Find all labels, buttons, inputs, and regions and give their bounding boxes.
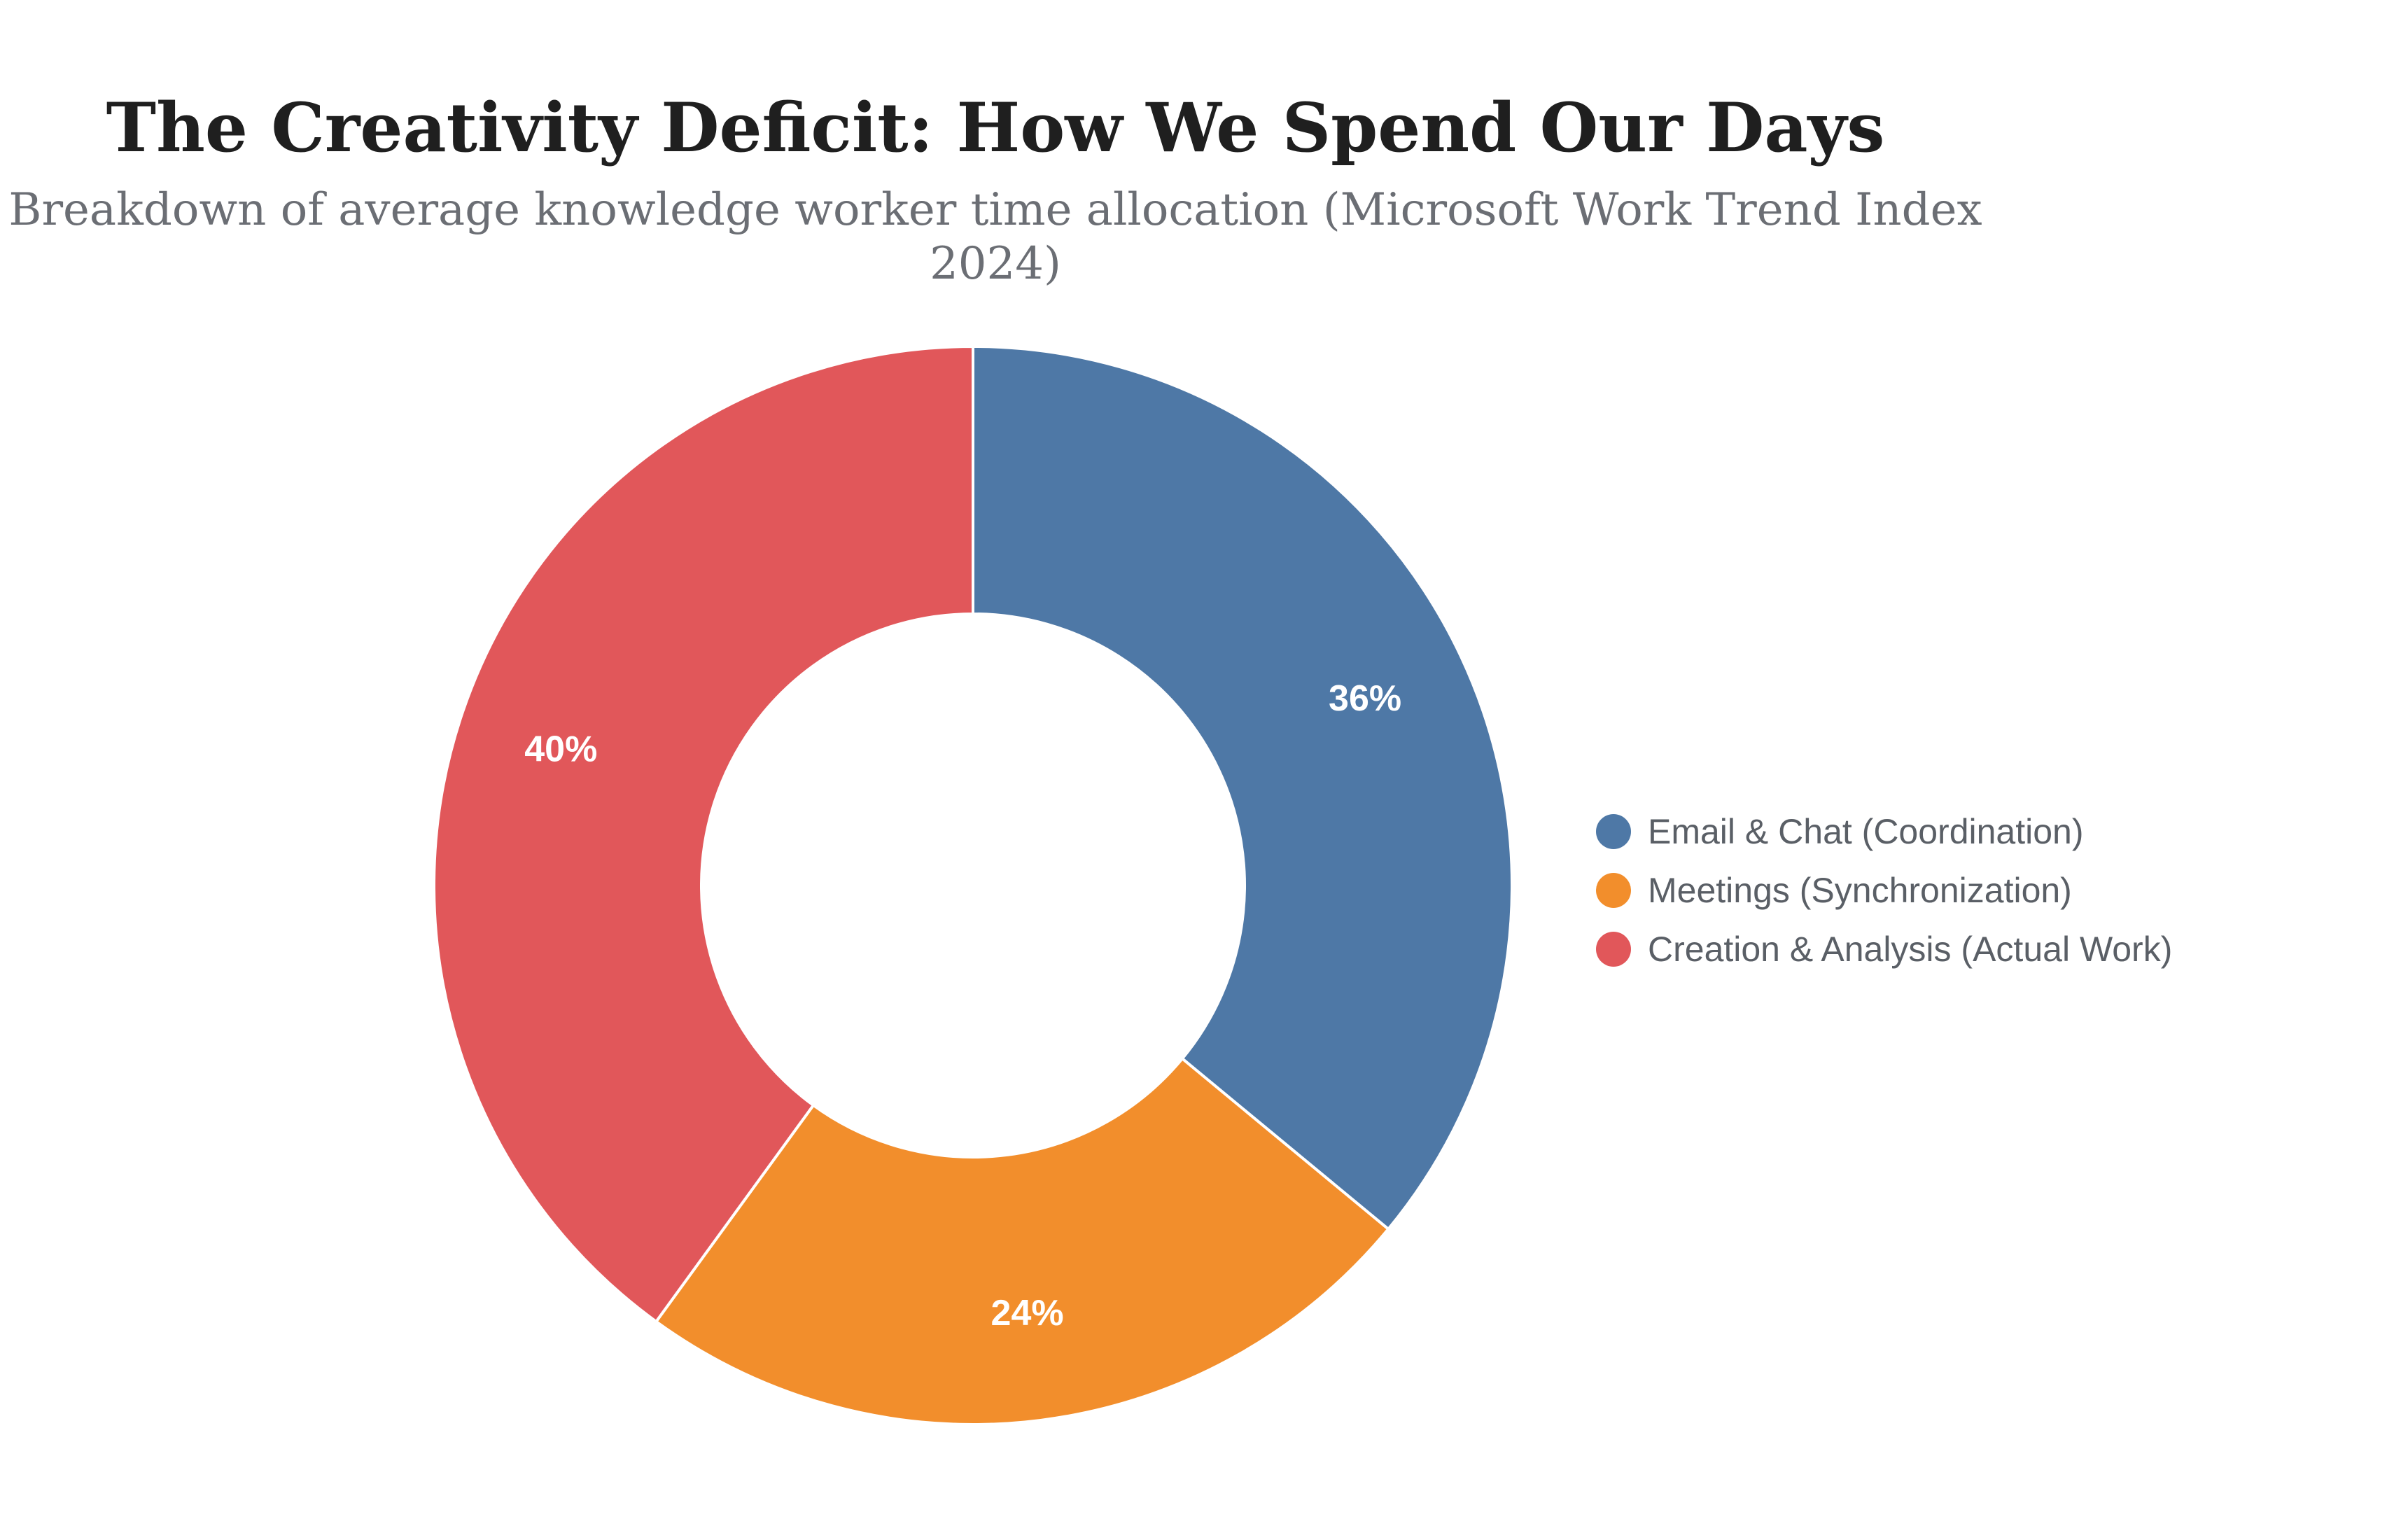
slice-value-label-1: 36% bbox=[1329, 678, 1401, 719]
donut-slice-3 bbox=[433, 344, 974, 1324]
chart-legend: Email & Chat (Coordination) Meetings (Syn… bbox=[1596, 802, 2172, 979]
chart-title: The Creativity Deficit: How We Spend Our… bbox=[106, 88, 1885, 167]
legend-item-2[interactable]: Meetings (Synchronization) bbox=[1596, 861, 2172, 920]
legend-item-3[interactable]: Creation & Analysis (Actual Work) bbox=[1596, 920, 2172, 979]
legend-swatch-2 bbox=[1596, 873, 1631, 908]
legend-label-1: Email & Chat (Coordination) bbox=[1648, 812, 2084, 851]
legend-label-3: Creation & Analysis (Actual Work) bbox=[1648, 930, 2173, 969]
donut-slice-2 bbox=[654, 1056, 1391, 1426]
chart-subtitle: Breakdown of average knowledge worker ti… bbox=[8, 184, 1982, 290]
donut-slices bbox=[433, 344, 1513, 1426]
slice-value-label-2: 24% bbox=[991, 1293, 1064, 1334]
legend-swatch-1 bbox=[1596, 814, 1631, 849]
legend-item-1[interactable]: Email & Chat (Coordination) bbox=[1596, 802, 2172, 861]
legend-label-2: Meetings (Synchronization) bbox=[1648, 871, 2072, 910]
legend-swatch-3 bbox=[1596, 932, 1631, 967]
donut-labels: 36% 24% 40% bbox=[524, 678, 1401, 1334]
donut-slice-1 bbox=[972, 344, 1513, 1231]
slice-value-label-3: 40% bbox=[524, 729, 597, 769]
